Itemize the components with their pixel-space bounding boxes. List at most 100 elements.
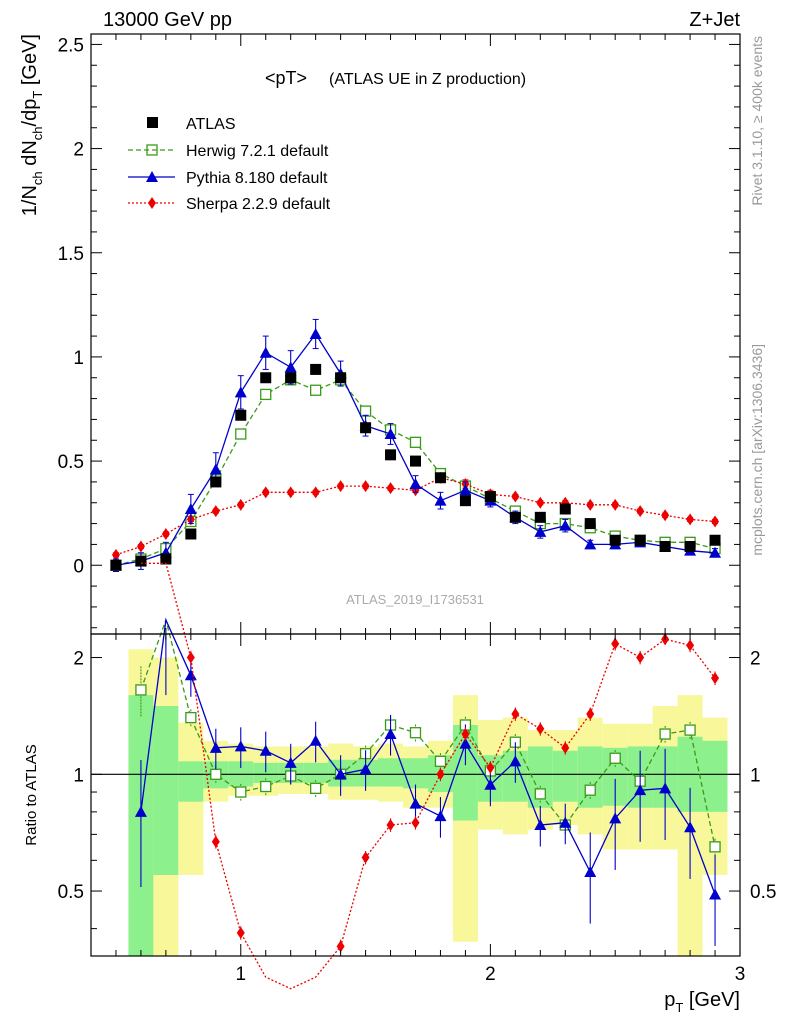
sherpa-ratio-point [336, 940, 345, 953]
herwig-ratio-point [534, 788, 546, 800]
pythia-ratio-point [309, 734, 322, 746]
legend: ATLAS Herwig 7.2.1 default Pythia 8.180 … [128, 116, 331, 213]
sherpa-ratio-point [436, 768, 445, 781]
ratio-y-tick-label-left: 2 [73, 649, 84, 670]
herwig-ratio-point [235, 786, 247, 798]
pythia-main-point [234, 386, 247, 398]
ratio-y-tick-label-right: 0.5 [750, 882, 776, 903]
mcplots-info-text: mcplots.cern.ch [arXiv:1306.3436] [749, 344, 765, 556]
atlas-data-point [260, 372, 272, 384]
ratio-y-tick-label-left: 1 [73, 765, 84, 786]
ratio-band-inner [178, 761, 204, 802]
atlas-data-point [210, 476, 222, 488]
herwig-ratio-point [135, 684, 147, 696]
pythia-ratio-point [709, 888, 722, 900]
atlas-data-point [559, 503, 571, 515]
sherpa-main-point [311, 486, 320, 499]
sherpa-main-point [711, 515, 720, 528]
atlas-data-point [135, 555, 147, 567]
herwig-ratio-point [260, 780, 272, 793]
x-axis-title: pT [GeV] [664, 989, 740, 1015]
herwig-ratio-line [140, 617, 716, 847]
herwig-main-point [310, 384, 322, 396]
pythia-ratio-point [659, 782, 672, 794]
pythia-main-point [309, 328, 322, 339]
sherpa-ratio-point [511, 708, 520, 721]
x-tick-label: 2 [485, 964, 496, 985]
pythia-main-point [284, 361, 297, 373]
sherpa-ratio-point [186, 651, 195, 664]
pythia-main-point [409, 478, 422, 489]
ratio-band-inner [253, 762, 279, 783]
sherpa-main-point [586, 498, 595, 511]
pythia-main-point [459, 484, 472, 496]
atlas-data-point [434, 472, 446, 484]
sherpa-ratio-point [636, 651, 645, 664]
ratio-band-inner [403, 758, 428, 789]
pythia-main-point [184, 503, 197, 514]
sherpa-main-point [386, 482, 395, 495]
herwig-ratio-point [409, 727, 422, 739]
pythia-ratio-point [184, 669, 197, 681]
herwig-ratio-point [584, 784, 596, 796]
legend-atlas-label: ATLAS [186, 116, 236, 133]
atlas-data-point [659, 541, 671, 552]
pythia-ratio-point [284, 756, 297, 768]
pythia-main-point [434, 494, 447, 506]
atlas-data-point [285, 372, 297, 384]
atlas-data-point [609, 534, 621, 546]
pythia-ratio-point [134, 805, 147, 817]
sherpa-main-point [536, 496, 545, 509]
ratio-y-tick-label-right: 2 [750, 649, 761, 670]
sherpa-main-point [236, 498, 245, 511]
legend-sherpa-marker [148, 197, 156, 209]
sherpa-ratio-point [561, 741, 570, 754]
main-y-tick-label: 1 [73, 348, 84, 369]
pythia-ratio-point [534, 819, 547, 831]
legend-herwig-label: Herwig 7.2.1 default [186, 143, 329, 160]
atlas-data-point [534, 511, 546, 523]
pythia-ratio-point [334, 768, 347, 780]
pythia-ratio-point [459, 737, 472, 749]
sherpa-ratio-line [140, 562, 716, 990]
x-tick-label: 3 [735, 964, 746, 985]
sherpa-main-point [686, 513, 695, 526]
main-y-tick-label: 0.5 [58, 452, 84, 473]
analysis-label: ATLAS_2019_I1736531 [346, 592, 484, 607]
pythia-ratio-point [409, 797, 422, 809]
sherpa-ratio-point [236, 926, 245, 939]
legend-pythia-marker [146, 171, 158, 182]
sherpa-ratio-point [211, 835, 220, 848]
rivet-info-text: Rivet 3.1.10, ≥ 400k events [749, 36, 765, 206]
pythia-ratio-point [359, 763, 372, 775]
sherpa-ratio-point [536, 722, 545, 735]
pythia-main-point [534, 525, 547, 537]
ratio-band-inner [153, 705, 179, 875]
atlas-data-point [185, 528, 197, 540]
herwig-ratio-point [434, 755, 447, 767]
sherpa-main-point [111, 548, 120, 561]
sherpa-ratio-point [386, 819, 395, 832]
pythia-ratio-line [140, 617, 716, 895]
atlas-data-point [160, 553, 172, 565]
x-tick-label: 1 [235, 964, 246, 985]
atlas-data-point [484, 491, 496, 502]
header-left: 13000 GeV pp [103, 9, 232, 31]
legend-pythia-label: Pythia 8.180 default [186, 170, 328, 187]
header-right: Z+Jet [689, 9, 740, 31]
ratio-band-inner [378, 758, 404, 787]
herwig-ratio-point [310, 782, 322, 794]
pythia-main-point [209, 463, 222, 475]
atlas-data-point [235, 409, 247, 421]
herwig-main-point [409, 436, 422, 448]
plot-title-sub: (ATLAS UE in Z production) [329, 71, 526, 88]
sherpa-ratio-point [461, 728, 470, 741]
sherpa-main-point [211, 505, 220, 518]
atlas-data-point [584, 518, 596, 530]
pythia-main-point [559, 519, 572, 531]
main-y-axis-title: 1/Nch dNch/dpT [GeV] [19, 34, 45, 216]
pythia-ratio-point [634, 784, 647, 796]
main-y-tick-label: 2 [73, 140, 84, 161]
svg-text:1/Nch dNch/dpT [GeV]: 1/Nch dNch/dpT [GeV] [19, 34, 45, 216]
herwig-main-point [260, 388, 272, 401]
